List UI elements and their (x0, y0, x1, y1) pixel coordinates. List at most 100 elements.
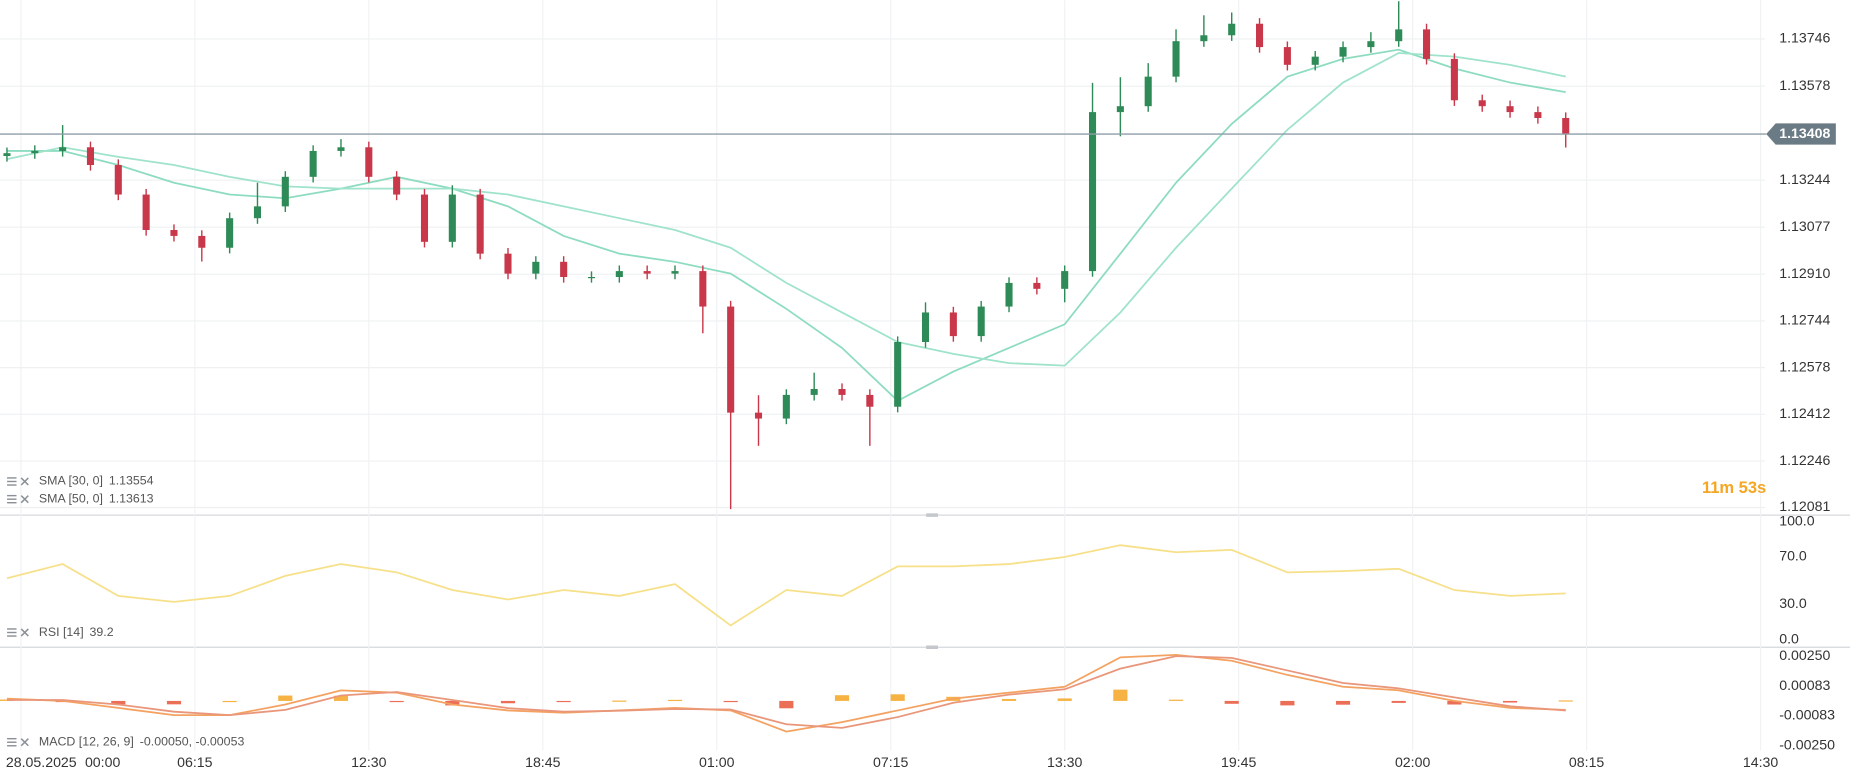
candle-body (1116, 106, 1124, 113)
last-price-box (1766, 123, 1836, 145)
histogram-bar (1558, 700, 1573, 702)
y-tick-label: -0.00250 (1779, 736, 1835, 752)
histogram-bar (1113, 689, 1128, 701)
candle-body (31, 150, 39, 154)
x-tick-label: 08:15 (1569, 754, 1605, 770)
candle-body (1033, 282, 1041, 289)
candle-body (754, 412, 763, 419)
candle-body (1200, 35, 1208, 42)
legend-icon (7, 628, 29, 637)
candle-body (1423, 29, 1431, 59)
legend-close-icon (20, 495, 29, 504)
candle-body (1395, 29, 1403, 42)
x-tick-label: 02:00 (1395, 754, 1431, 770)
panel-handle[interactable] (926, 513, 938, 517)
histogram-bar (1001, 698, 1017, 701)
candle-body (894, 342, 902, 407)
candle-body (3, 153, 11, 156)
y-tick-label: 1.12578 (1779, 358, 1830, 374)
candle-body (281, 176, 289, 207)
histogram-bar (111, 700, 126, 705)
histogram-bar (1447, 700, 1462, 705)
histogram-bar (500, 700, 516, 704)
y-tick-label: -0.00083 (1779, 707, 1835, 723)
candle-body (838, 389, 846, 395)
x-tick-label: 00:00 (85, 754, 121, 770)
legend-value: 1.13554 (109, 474, 154, 488)
panel-handle[interactable] (926, 645, 938, 650)
candle-body (198, 235, 206, 248)
candle-body (504, 253, 512, 274)
y-tick-label: 1.12246 (1779, 452, 1830, 468)
candle-body (921, 312, 930, 343)
macd-line (6, 653, 1566, 733)
rsi-line (6, 544, 1566, 627)
legend-name: RSI [14] (39, 625, 84, 639)
x-tick-label: 14:30 (1743, 754, 1779, 770)
y-tick-label: 30.0 (1779, 595, 1807, 611)
histogram-bar (278, 695, 293, 701)
candle-body (727, 306, 735, 413)
candle-body (1367, 41, 1375, 48)
legend-value: 1.13613 (109, 491, 154, 505)
candle-body (1088, 112, 1097, 272)
sma-line (6, 48, 1566, 402)
x-tick-label: 19:45 (1221, 754, 1257, 770)
x-tick-label: 12:30 (351, 754, 387, 770)
legend-value: -0.00050, -0.00053 (140, 734, 245, 748)
legend-name: MACD [12, 26, 9] (39, 734, 134, 748)
candle-body (448, 194, 456, 242)
candle-body (1562, 118, 1570, 135)
histogram-bar (1335, 700, 1351, 705)
x-tick-label: 06:15 (177, 754, 213, 770)
histogram-bar (1057, 698, 1072, 701)
candle-body (1506, 106, 1514, 113)
y-tick-label: 100.0 (1779, 512, 1815, 528)
candle-body (86, 147, 95, 166)
legend-close-icon (20, 628, 29, 637)
countdown: 11m 53s (1702, 479, 1766, 497)
histogram-bar (445, 700, 460, 706)
candle-body (587, 277, 596, 279)
legend-close-icon (20, 738, 29, 747)
y-tick-label: 1.12081 (1779, 498, 1830, 514)
legend-value: 39.2 (90, 625, 114, 639)
histogram-bar (1502, 700, 1518, 703)
candle-body (142, 194, 150, 231)
legend-name: SMA [30, 0] (39, 474, 103, 488)
histogram-bar (222, 700, 237, 703)
histogram-bar (389, 700, 404, 703)
candle-body (671, 271, 679, 274)
histogram-bar (612, 700, 627, 702)
candle-body (1339, 47, 1347, 57)
candle-body (615, 271, 623, 278)
legend-icon (7, 494, 29, 504)
y-tick-label: 1.13077 (1779, 218, 1830, 234)
candle-body (1144, 76, 1152, 107)
candle-body (1311, 56, 1319, 65)
candle-body (810, 389, 818, 395)
legend-close-icon (20, 477, 29, 486)
candle-body (309, 150, 317, 177)
legend-icon (7, 477, 29, 486)
candle-body (532, 261, 540, 274)
sma-line (6, 52, 1566, 367)
y-tick-label: 1.12412 (1779, 405, 1830, 421)
candle-body (170, 230, 178, 236)
histogram-bar (667, 699, 683, 702)
candle-body (949, 312, 957, 337)
y-tick-label: 70.0 (1779, 548, 1807, 564)
histogram-bar (779, 700, 794, 709)
legend-icon (7, 737, 29, 747)
histogram-bar (834, 695, 850, 701)
candle-body (365, 147, 373, 177)
candle-body (476, 194, 484, 254)
histogram-bar (556, 700, 571, 703)
y-tick-label: 1.12744 (1779, 312, 1830, 328)
histogram-bar (1391, 700, 1406, 703)
legend-name: SMA [50, 0] (39, 491, 103, 505)
x-tick-label: 13:30 (1047, 754, 1083, 770)
histogram-bar (1168, 699, 1184, 701)
